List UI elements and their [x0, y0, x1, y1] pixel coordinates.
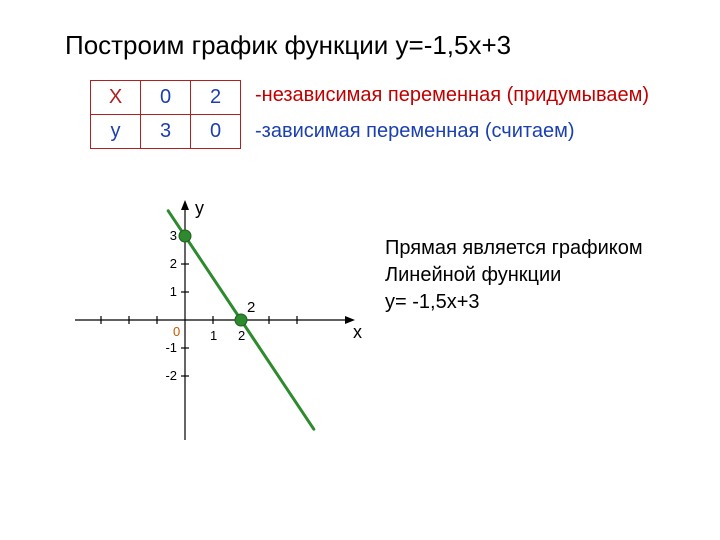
x-col-1: 2 — [191, 81, 241, 115]
caption-line-2: Линейной функции — [385, 262, 643, 289]
caption-line-3: y= -1,5x+3 — [385, 289, 643, 316]
caption-line-1: Прямая является графиком — [385, 235, 643, 262]
y-tick-label: 2 — [170, 256, 177, 271]
data-point — [235, 314, 247, 326]
x-tick-label: 2 — [238, 328, 245, 343]
y-col-0: 3 — [141, 115, 191, 149]
y-tick-label: 3 — [170, 228, 177, 243]
y-axis-arrow — [181, 200, 189, 210]
annotation-dependent: -зависимая переменная (считаем) — [255, 120, 574, 143]
x-header: Х — [91, 81, 141, 115]
chart-caption: Прямая является графиком Линейной функци… — [385, 235, 643, 316]
y-tick-label: -1 — [165, 340, 177, 355]
chart-svg: х y 1 2 3 2 1 -1 -2 0 2 — [65, 200, 365, 460]
data-point — [179, 230, 191, 242]
x-tick-label: 1 — [210, 328, 217, 343]
annotation-independent: -независимая переменная (придумываем) — [255, 84, 649, 107]
point-label-2: 2 — [247, 299, 255, 316]
origin-label: 0 — [173, 324, 180, 339]
x-col-0: 0 — [141, 81, 191, 115]
y-col-1: 0 — [191, 115, 241, 149]
value-table: Х 0 2 y 3 0 — [90, 80, 241, 149]
y-axis-label: y — [195, 200, 204, 218]
y-header: y — [91, 115, 141, 149]
page-title: Построим график функции y=-1,5x+3 — [65, 30, 511, 61]
y-tick-label: 1 — [170, 284, 177, 299]
linear-function-chart: х y 1 2 3 2 1 -1 -2 0 2 — [65, 200, 365, 460]
x-axis-label: х — [353, 322, 362, 342]
y-tick-label: -2 — [165, 368, 177, 383]
